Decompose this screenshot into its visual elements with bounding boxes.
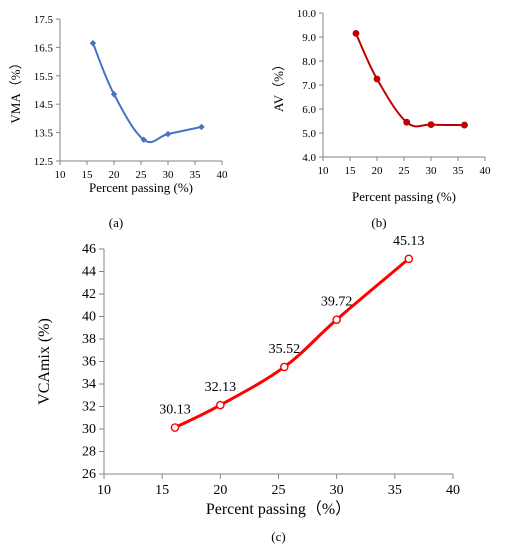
data-point bbox=[216, 400, 225, 410]
y-tick-label: 9.0 bbox=[302, 32, 316, 44]
y-tick-label: 6.0 bbox=[302, 104, 316, 116]
y-tick-label: 8.0 bbox=[302, 56, 316, 68]
y-tick-label: 14.5 bbox=[34, 99, 54, 111]
data-point bbox=[403, 118, 411, 126]
y-tick-label: 40 bbox=[82, 310, 96, 325]
x-tick-label: 20 bbox=[109, 169, 121, 181]
data-point bbox=[332, 315, 341, 324]
x-tick-label: 40 bbox=[217, 169, 229, 181]
x-tick-label: 40 bbox=[446, 483, 460, 498]
x-tick-label: 30 bbox=[330, 483, 344, 498]
y-tick-label: 7.0 bbox=[302, 80, 316, 92]
data-point bbox=[404, 254, 414, 264]
series-line bbox=[354, 32, 466, 128]
x-tick-label: 10 bbox=[55, 169, 67, 181]
y-tick-label: 5.0 bbox=[302, 128, 316, 140]
y-tick-label: 16.5 bbox=[34, 42, 54, 54]
x-tick-label: 25 bbox=[272, 483, 286, 498]
data-point bbox=[198, 123, 205, 131]
y-tick-label: 15.5 bbox=[34, 71, 54, 83]
y-tick-label: 30 bbox=[82, 422, 96, 437]
x-tick-label: 20 bbox=[372, 165, 384, 177]
data-point bbox=[170, 423, 180, 432]
y-tick-label: 44 bbox=[82, 265, 96, 280]
data-point bbox=[352, 30, 360, 37]
y-tick-label: 42 bbox=[82, 287, 96, 302]
y-tick-label: 10.0 bbox=[297, 8, 317, 20]
y-tick-label: 46 bbox=[82, 242, 96, 257]
data-point bbox=[373, 75, 381, 83]
chart-b: 10 15 20 25 30 35 40 4.0 5.0 6.0 7.0 8.0 9.0 10.0 Perc… bbox=[271, 8, 491, 230]
x-tick-label: 35 bbox=[190, 169, 202, 181]
data-label: 32.13 bbox=[205, 380, 237, 395]
y-tick-label: 12.5 bbox=[34, 156, 54, 168]
x-axis-title: Percent passing (%) bbox=[89, 180, 193, 195]
data-point bbox=[110, 91, 118, 98]
series-line bbox=[91, 42, 203, 144]
y-tick-label: 4.0 bbox=[302, 152, 316, 164]
x-tick-label: 35 bbox=[388, 483, 402, 498]
panel-label: (b) bbox=[371, 215, 386, 230]
y-tick-label: 38 bbox=[82, 332, 96, 347]
x-tick-label: 15 bbox=[82, 169, 94, 181]
x-tick-label: 10 bbox=[318, 165, 330, 177]
x-tick-label: 40 bbox=[480, 165, 492, 177]
y-tick-label: 17.5 bbox=[34, 14, 54, 26]
data-point bbox=[427, 121, 435, 128]
data-point bbox=[89, 39, 97, 47]
y-axis-title: AV（%） bbox=[271, 58, 286, 112]
y-tick-label: 28 bbox=[82, 445, 96, 460]
chart-a: 10 15 20 25 30 35 40 12.5 13.5 14.5 15.5 16.5 17.5 Pe… bbox=[8, 14, 228, 230]
y-axis-title: VMA（%） bbox=[8, 56, 23, 123]
panel-label: (a) bbox=[109, 215, 123, 230]
x-tick-label: 30 bbox=[426, 165, 438, 177]
x-tick-label: 15 bbox=[345, 165, 357, 177]
data-label: 45.13 bbox=[393, 234, 425, 249]
data-label: 35.52 bbox=[269, 342, 301, 357]
data-point bbox=[461, 121, 468, 129]
y-tick-label: 36 bbox=[82, 355, 96, 370]
x-tick-label: 30 bbox=[163, 169, 175, 181]
y-tick-label: 13.5 bbox=[34, 128, 54, 140]
data-point bbox=[280, 362, 289, 372]
x-tick-label: 20 bbox=[213, 483, 227, 498]
y-tick-label: 34 bbox=[82, 377, 96, 392]
x-tick-label: 25 bbox=[136, 169, 148, 181]
data-label: 39.72 bbox=[321, 295, 353, 310]
data-label: 30.13 bbox=[159, 403, 191, 418]
x-tick-label: 25 bbox=[399, 165, 411, 177]
x-axis-title: Percent passing (%) bbox=[352, 189, 456, 204]
x-tick-label: 10 bbox=[97, 483, 111, 498]
y-tick-label: 32 bbox=[82, 400, 96, 415]
data-point bbox=[140, 136, 147, 143]
chart-c: 10 15 20 25 30 35 40 26 28 30 32 34 36 38 40 42 44 46 Perc… bbox=[36, 234, 460, 544]
y-tick-label: 26 bbox=[82, 467, 96, 482]
y-axis-title: VCAmix (%) bbox=[36, 318, 53, 405]
x-tick-label: 15 bbox=[155, 483, 169, 498]
panel-label: (c) bbox=[271, 529, 285, 544]
x-tick-label: 35 bbox=[453, 165, 465, 177]
x-axis-title: Percent passing（%） bbox=[206, 500, 351, 518]
data-point bbox=[164, 130, 172, 138]
